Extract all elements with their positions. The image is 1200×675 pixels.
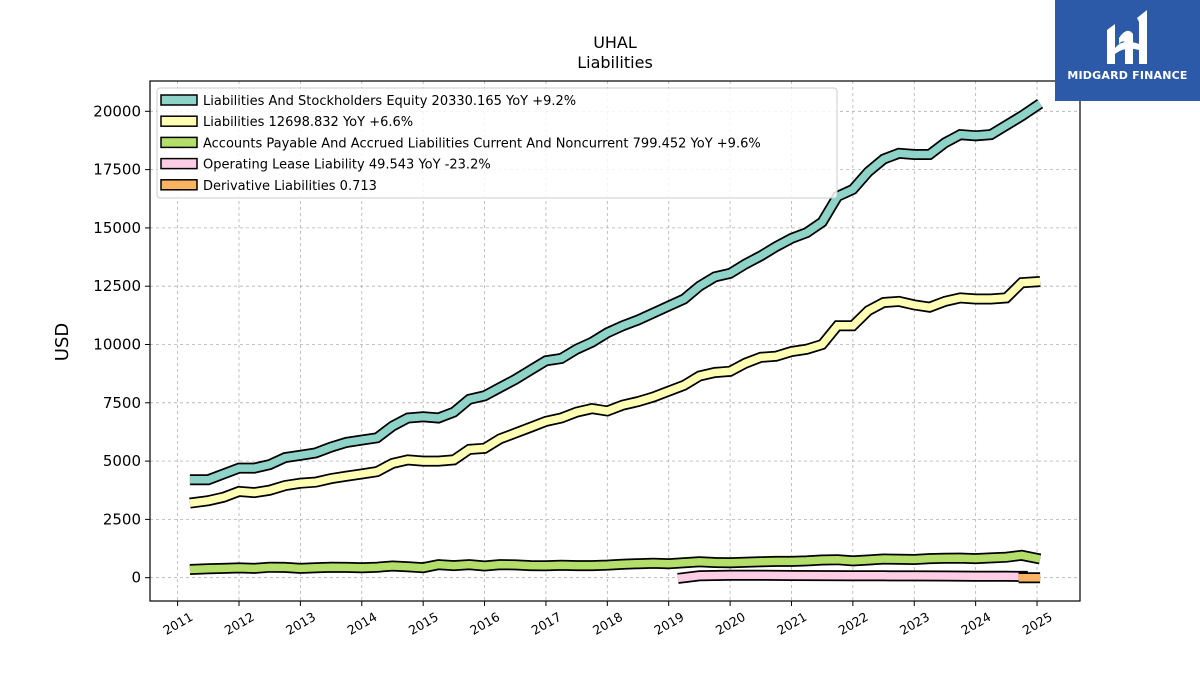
- legend-entry: Liabilities 12698.832 YoY +6.6%: [203, 115, 413, 130]
- y-tick-label: 10000: [93, 335, 141, 353]
- legend-swatch: [160, 94, 198, 106]
- x-tick-label: 2017: [529, 609, 564, 638]
- legend-swatch: [160, 136, 198, 149]
- x-tick-label: 2018: [590, 609, 625, 638]
- x-tick-label: 2012: [222, 609, 257, 638]
- x-tick-label: 2019: [651, 609, 686, 638]
- x-tick-label: 2020: [713, 609, 748, 638]
- series-line-fill: [189, 551, 1041, 574]
- y-tick-label: 12500: [93, 277, 141, 295]
- x-tick-label: 2013: [283, 609, 318, 638]
- x-tick-label: 2022: [836, 609, 871, 638]
- chart-title: UHAL: [593, 33, 637, 52]
- brand-badge: MIDGARD FINANCE: [1055, 0, 1200, 101]
- y-tick-label: 0: [131, 569, 141, 587]
- legend-swatch: [160, 157, 198, 170]
- legend-swatch: [160, 115, 198, 127]
- legend-entry: Accounts Payable And Accrued Liabilities…: [203, 136, 761, 151]
- y-tick-label: 2500: [103, 510, 141, 528]
- series-line-fill: [189, 277, 1041, 507]
- y-tick-label: 5000: [103, 452, 141, 470]
- y-tick-label: 15000: [93, 219, 141, 237]
- x-tick-label: 2011: [160, 609, 195, 638]
- series-line: [677, 569, 1028, 584]
- x-tick-label: 2021: [774, 609, 809, 638]
- series-line: [189, 99, 1044, 486]
- y-tick-label: 7500: [103, 394, 141, 412]
- series-line: [189, 276, 1041, 509]
- y-axis-label: USD: [52, 323, 73, 361]
- series-layer: [189, 99, 1044, 584]
- x-tick-label: 2024: [958, 609, 993, 638]
- x-tick-label: 2014: [345, 609, 380, 638]
- legend-box: [156, 87, 838, 199]
- series-line-fill: [189, 100, 1043, 484]
- x-tick-label: 2016: [467, 609, 502, 638]
- x-tick-label: 2025: [1020, 609, 1055, 638]
- x-tick-label: 2015: [406, 609, 441, 638]
- brand-logo-icon: [1107, 10, 1147, 64]
- legend-entry: Liabilities And Stockholders Equity 2033…: [203, 94, 576, 109]
- series-line-fill: [677, 571, 1028, 583]
- legend-entry: Derivative Liabilities 0.713: [203, 179, 377, 194]
- plot-area-frame: [149, 80, 1081, 602]
- y-tick-label: 20000: [93, 102, 141, 120]
- legend-swatch: [160, 179, 198, 191]
- brand-name: MIDGARD FINANCE: [1067, 69, 1188, 82]
- series-line: [189, 549, 1042, 575]
- chart-subtitle: Liabilities: [577, 53, 653, 72]
- series-line-outline: [189, 276, 1041, 509]
- y-tick-label: 17500: [93, 161, 141, 179]
- legend: Liabilities And Stockholders Equity 2033…: [156, 87, 838, 199]
- legend-entry: Operating Lease Liability 49.543 YoY -23…: [203, 158, 491, 173]
- x-tick-label: 2023: [897, 609, 932, 638]
